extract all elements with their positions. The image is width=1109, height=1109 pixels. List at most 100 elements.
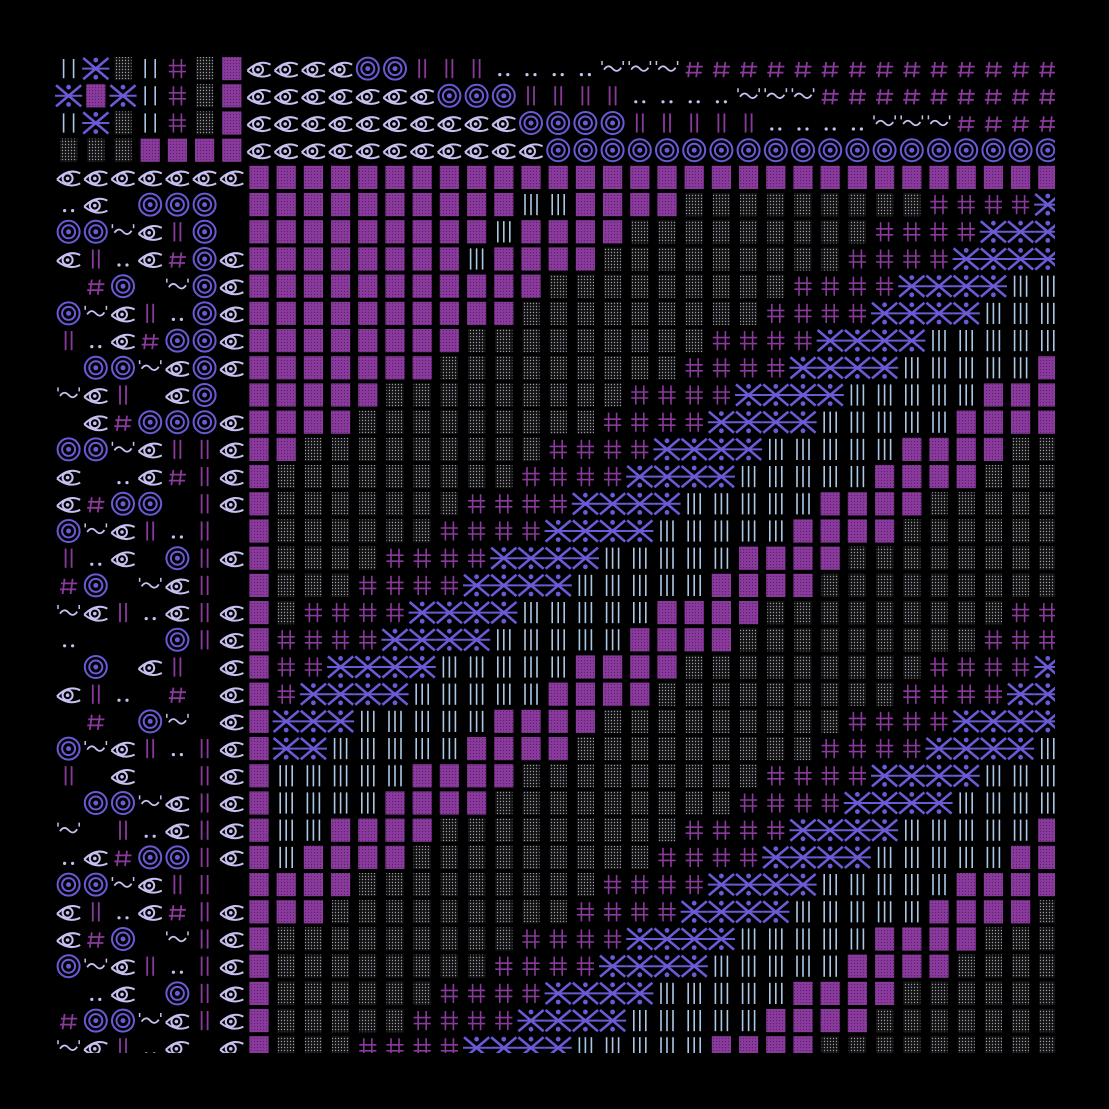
dotted-gray-block [794, 220, 812, 244]
purple-dotted-block [630, 655, 650, 679]
dotted-gray-block [522, 301, 540, 325]
dotted-gray-block [386, 437, 404, 461]
eye-icon [328, 61, 353, 78]
vertical-bars-icon [173, 222, 182, 242]
dotted-gray-block [277, 465, 295, 489]
x-cross-icon [680, 927, 708, 951]
purple-dotted-block [331, 165, 351, 189]
purple-cross-icon [277, 684, 295, 704]
hash-icon [168, 469, 186, 486]
dotted-gray-block [440, 465, 458, 489]
eye-icon [137, 225, 163, 241]
purple-dotted-block [875, 465, 895, 489]
hash-icon [168, 687, 186, 703]
purple-dotted-block [1038, 356, 1055, 380]
dotted-gray-block [440, 954, 458, 978]
purple-dotted-block [358, 845, 378, 869]
double-dot-icon [63, 644, 75, 648]
vertical-bars-icon [200, 739, 209, 759]
purple-cross-icon [168, 113, 186, 133]
purple-dotted-block [684, 165, 704, 189]
purple-dotted-block [331, 247, 351, 271]
purple-dotted-block [1011, 845, 1031, 869]
vertical-bars-icon [333, 765, 348, 787]
purple-dotted-block [575, 709, 595, 733]
dotted-gray-block [359, 410, 377, 434]
purple-dotted-block [412, 764, 432, 788]
purple-dotted-block [1038, 818, 1055, 842]
purple-cross-icon [522, 494, 540, 514]
dotted-gray-block [332, 1036, 350, 1053]
x-cross-icon [517, 546, 545, 570]
purple-dotted-block [249, 519, 269, 543]
dotted-gray-block [1039, 546, 1055, 570]
eye-icon [437, 143, 462, 160]
vertical-bars-icon [877, 411, 892, 433]
dotted-gray-block [332, 546, 350, 570]
purple-dotted-block [167, 138, 187, 162]
vertical-bars-icon [796, 438, 810, 460]
vertical-bars-icon [986, 846, 1001, 868]
purple-dotted-block [439, 193, 459, 217]
purple-cross-icon [604, 902, 622, 922]
dotted-gray-block [712, 301, 730, 325]
purple-dotted-block [494, 274, 514, 298]
dotted-gray-block [413, 954, 431, 978]
vertical-bars-icon [877, 874, 892, 896]
vertical-bars-icon [1013, 819, 1028, 841]
purple-dotted-block [467, 737, 487, 761]
concentric-circle-icon [56, 219, 81, 244]
dotted-gray-block [1012, 981, 1030, 1005]
purple-dotted-block [467, 193, 487, 217]
purple-cross-icon [576, 956, 594, 976]
dotted-gray-block [740, 247, 758, 271]
x-cross-icon [816, 818, 844, 842]
tilde-wave-icon [57, 1040, 80, 1051]
eye-icon [110, 986, 136, 1003]
purple-cross-icon [440, 548, 458, 568]
purple-cross-icon [604, 875, 622, 895]
vertical-bars-icon [496, 656, 511, 678]
purple-dotted-block [820, 165, 840, 189]
dotted-gray-block [1012, 492, 1030, 516]
purple-cross-icon [740, 820, 758, 840]
dotted-gray-block [794, 737, 812, 761]
purple-dotted-block [276, 165, 296, 189]
x-cross-icon [327, 682, 355, 706]
dotted-gray-block [468, 927, 486, 951]
purple-cross-icon [604, 439, 622, 459]
vertical-bars-icon [200, 875, 209, 895]
purple-dotted-block [494, 737, 514, 761]
purple-cross-icon [468, 983, 486, 1003]
x-cross-icon [599, 954, 627, 978]
concentric-circle-icon [138, 192, 163, 217]
purple-cross-icon [168, 59, 186, 79]
dotted-gray-block [957, 601, 975, 625]
purple-dotted-block [412, 329, 432, 353]
vertical-bars-icon [1013, 765, 1028, 787]
eye-icon [110, 524, 136, 541]
hash-icon [168, 252, 186, 268]
dotted-gray-block [903, 981, 921, 1005]
purple-dotted-block [766, 573, 786, 597]
purple-cross-icon [876, 222, 894, 242]
purple-dotted-block [276, 329, 296, 353]
dotted-gray-block [1039, 900, 1055, 924]
eye-icon [56, 252, 81, 269]
concentric-circle-icon [192, 219, 217, 244]
dotted-gray-block [712, 220, 730, 244]
vertical-bars-icon [632, 574, 647, 596]
purple-cross-icon [1039, 603, 1055, 623]
vertical-bars-icon [1040, 765, 1055, 787]
purple-dotted-block [303, 220, 323, 244]
dotted-gray-block [658, 274, 676, 298]
x-cross-icon [680, 465, 708, 489]
dotted-gray-block [304, 546, 322, 570]
purple-cross-icon [930, 222, 948, 242]
vertical-bars-icon [959, 357, 974, 379]
tilde-wave-icon [927, 115, 951, 127]
purple-dotted-block [249, 546, 269, 570]
purple-cross-icon [576, 929, 594, 949]
vertical-bars-icon [445, 59, 454, 79]
purple-dotted-block [902, 465, 922, 489]
